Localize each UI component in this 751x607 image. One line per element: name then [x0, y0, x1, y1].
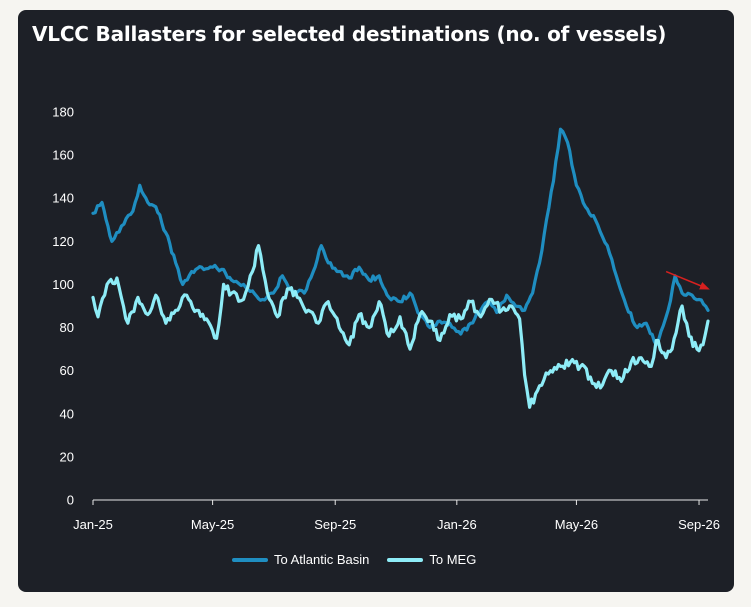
y-tick-label: 40: [60, 406, 74, 421]
x-tick-label: Jan-26: [437, 517, 477, 532]
legend-item-atlantic-basin: To Atlantic Basin: [232, 552, 369, 567]
legend-swatch-meg: [387, 557, 424, 562]
y-tick-label: 0: [67, 493, 74, 508]
series-line-to-atlantic-basin: [91, 127, 710, 347]
y-tick-label: 180: [52, 105, 74, 120]
y-tick-label: 100: [52, 277, 74, 292]
x-tick-label: Sep-26: [678, 517, 720, 532]
annotation-layer: [665, 270, 710, 290]
y-tick-label: 80: [60, 320, 74, 335]
y-tick-label: 20: [60, 449, 74, 464]
x-tick-label: May-26: [555, 517, 598, 532]
series-line-to-meg: [91, 244, 710, 409]
y-tick-label: 160: [52, 148, 74, 163]
x-tick-label: Sep-25: [314, 517, 356, 532]
legend: To Atlantic Basin To MEG: [232, 552, 476, 567]
legend-swatch-atlantic-basin: [232, 557, 268, 562]
y-tick-label: 60: [60, 363, 74, 378]
chart-title: VLCC Ballasters for selected destination…: [32, 22, 667, 46]
x-tick-label: Jan-25: [73, 517, 113, 532]
x-axis: Jan-25 May-25 Sep-25 Jan-26 May-26 Sep-26: [73, 500, 720, 532]
y-tick-label: 120: [52, 234, 74, 249]
series-layer: [91, 127, 710, 409]
x-tick-label: May-25: [191, 517, 234, 532]
legend-label-atlantic-basin: To Atlantic Basin: [274, 552, 370, 567]
legend-label-meg: To MEG: [429, 552, 477, 567]
y-axis: 0 20 40 60 80 100 120 140 160 180: [52, 105, 74, 508]
trend-arrow-annotation: [665, 270, 710, 290]
y-tick-label: 140: [52, 191, 74, 206]
legend-item-meg: To MEG: [387, 552, 476, 567]
